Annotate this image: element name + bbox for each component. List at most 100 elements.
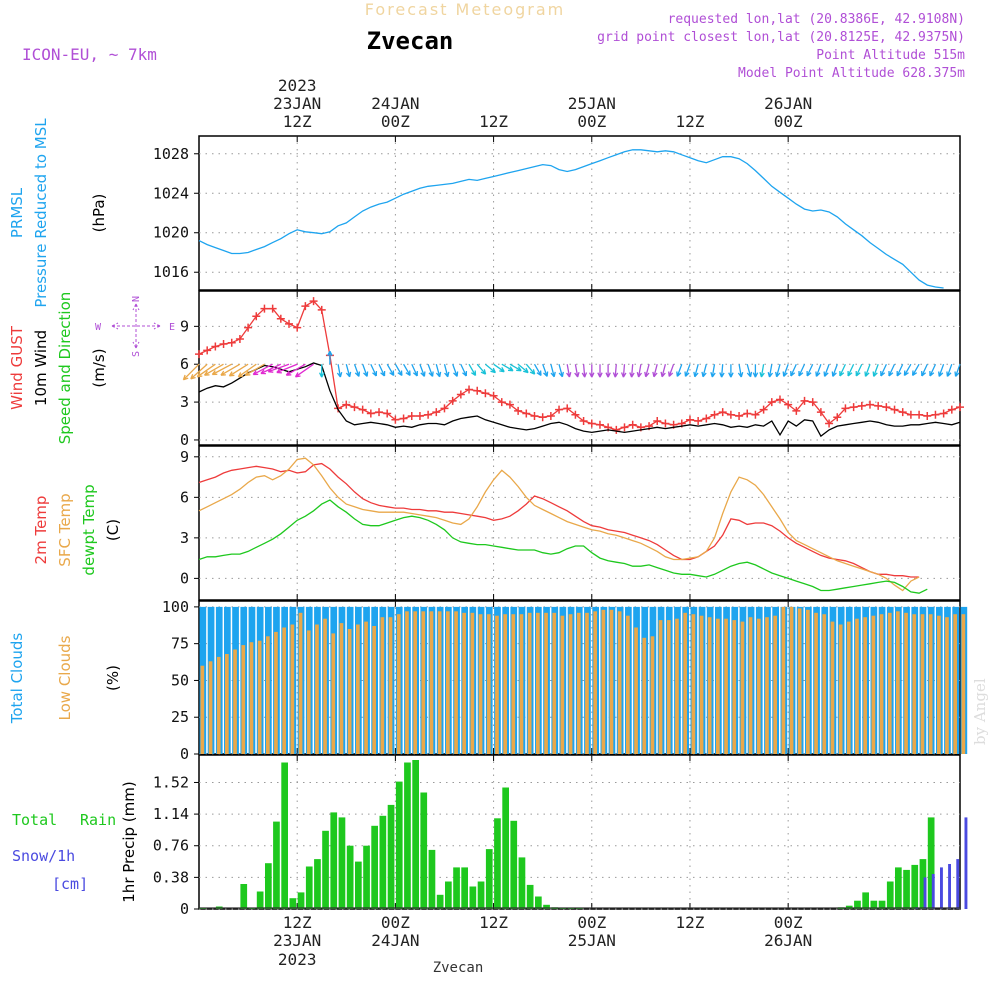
low-cloud-bar (388, 617, 393, 754)
panel-frame (198, 754, 961, 910)
gust-marker (399, 414, 408, 423)
y-tick-label: 0.38 (153, 868, 189, 886)
wind-arrow (855, 363, 863, 377)
y-tick-label: 75 (171, 635, 189, 653)
gust-marker (915, 410, 924, 419)
low-cloud-bar (683, 612, 687, 754)
low-cloud-bar (298, 612, 303, 754)
low-cloud-bar (225, 654, 229, 754)
low-cloud-bar (806, 609, 810, 754)
wind-arrow (419, 363, 426, 377)
low-cloud-bar (822, 614, 827, 754)
gust-marker (841, 404, 850, 413)
low-cloud-bar (511, 614, 516, 754)
gust-marker (898, 408, 907, 417)
low-cloud-bar (789, 606, 794, 754)
wind-arrow (823, 363, 830, 377)
low-cloud-bar (257, 640, 262, 754)
rain-bar (485, 849, 493, 909)
low-cloud-bar (626, 615, 630, 754)
low-cloud-bar (691, 614, 696, 754)
rain-bar (305, 866, 313, 909)
y-tick-label: 0 (180, 431, 189, 449)
low-cloud-bar (241, 645, 246, 754)
wind-arrow (752, 364, 759, 378)
wind-arrow (294, 363, 314, 378)
gust-marker (546, 411, 555, 420)
bottom-time-label: 24JAN (371, 931, 419, 950)
gust-marker (595, 420, 604, 429)
low-cloud-bar (740, 621, 745, 754)
gust-marker (456, 390, 465, 399)
gust-marker (424, 410, 433, 419)
gust-marker (309, 297, 318, 306)
wind-unit: (m/s) (90, 348, 108, 387)
panel-frame (198, 290, 961, 446)
low-cloud-bar (937, 615, 941, 754)
low-cloud-bar (585, 612, 589, 754)
wind-arrow (660, 364, 667, 378)
rain-bar (273, 821, 280, 909)
rain-bar (526, 884, 534, 909)
wind-arrow (929, 363, 937, 377)
low-cloud-bar (323, 618, 327, 754)
rain-bar (281, 762, 288, 909)
gust-marker (522, 409, 531, 418)
low-cloud-bar (290, 624, 295, 754)
rain-bar (338, 817, 346, 909)
rain-bar (878, 900, 886, 909)
gust-marker (497, 398, 506, 407)
top-time-label: 00Z (774, 112, 803, 131)
gust-marker (939, 409, 948, 418)
low-cloud-bar (601, 609, 606, 754)
low-cloud-bar (846, 621, 851, 754)
low-cloud-bar (356, 624, 360, 754)
gust-marker (923, 411, 932, 420)
low-cloud-bar (233, 649, 237, 754)
y-tick-label: 1020 (153, 224, 189, 242)
gust-marker (211, 342, 220, 351)
low-cloud-bar (437, 611, 442, 754)
bottom-time-label: 23JAN (273, 931, 321, 950)
panel-frame (198, 445, 961, 601)
rain-bar (371, 825, 378, 909)
y-tick-label: 0 (180, 569, 189, 587)
panels: 101610201024102803690369025507510000.380… (153, 135, 968, 918)
top-time-label: 23JAN (273, 94, 321, 113)
gust-marker (276, 314, 285, 323)
watermark: by Angel (971, 678, 989, 745)
rain-bar (477, 881, 485, 909)
wind-arrow (267, 363, 290, 373)
low-cloud-bar (953, 614, 957, 754)
low-cloud-bar (266, 636, 270, 754)
clouds-unit: (%) (104, 665, 122, 691)
gust-marker (235, 334, 244, 343)
wind-arrow (493, 363, 505, 373)
low-cloud-bar (699, 615, 704, 754)
wind-arrow (759, 364, 765, 378)
panel-temperature: 0 3 6 9 (180, 445, 961, 601)
gust-marker (538, 413, 547, 422)
top-time-label: 00Z (381, 112, 410, 131)
gust-marker (203, 346, 212, 355)
gust-marker (890, 405, 899, 414)
low-cloud-bar (904, 612, 908, 754)
gust-marker (882, 403, 891, 412)
wind-arrow (228, 363, 249, 377)
top-time-label: 26JAN (764, 94, 812, 113)
bottom-time-label: 2023 (278, 950, 317, 969)
wind-arrow (629, 364, 635, 378)
rain-bar (445, 881, 452, 909)
gust-marker (505, 400, 514, 409)
y-tick-label: 0.76 (153, 837, 189, 855)
footer-location: Zvecan (433, 960, 484, 976)
compass-n: N (131, 296, 142, 302)
gust-marker (219, 340, 228, 349)
snow-bar (931, 874, 935, 909)
gust-marker (563, 404, 572, 413)
gust-marker (792, 406, 801, 415)
low-cloud-bar (855, 618, 859, 754)
gust-marker (579, 417, 588, 426)
